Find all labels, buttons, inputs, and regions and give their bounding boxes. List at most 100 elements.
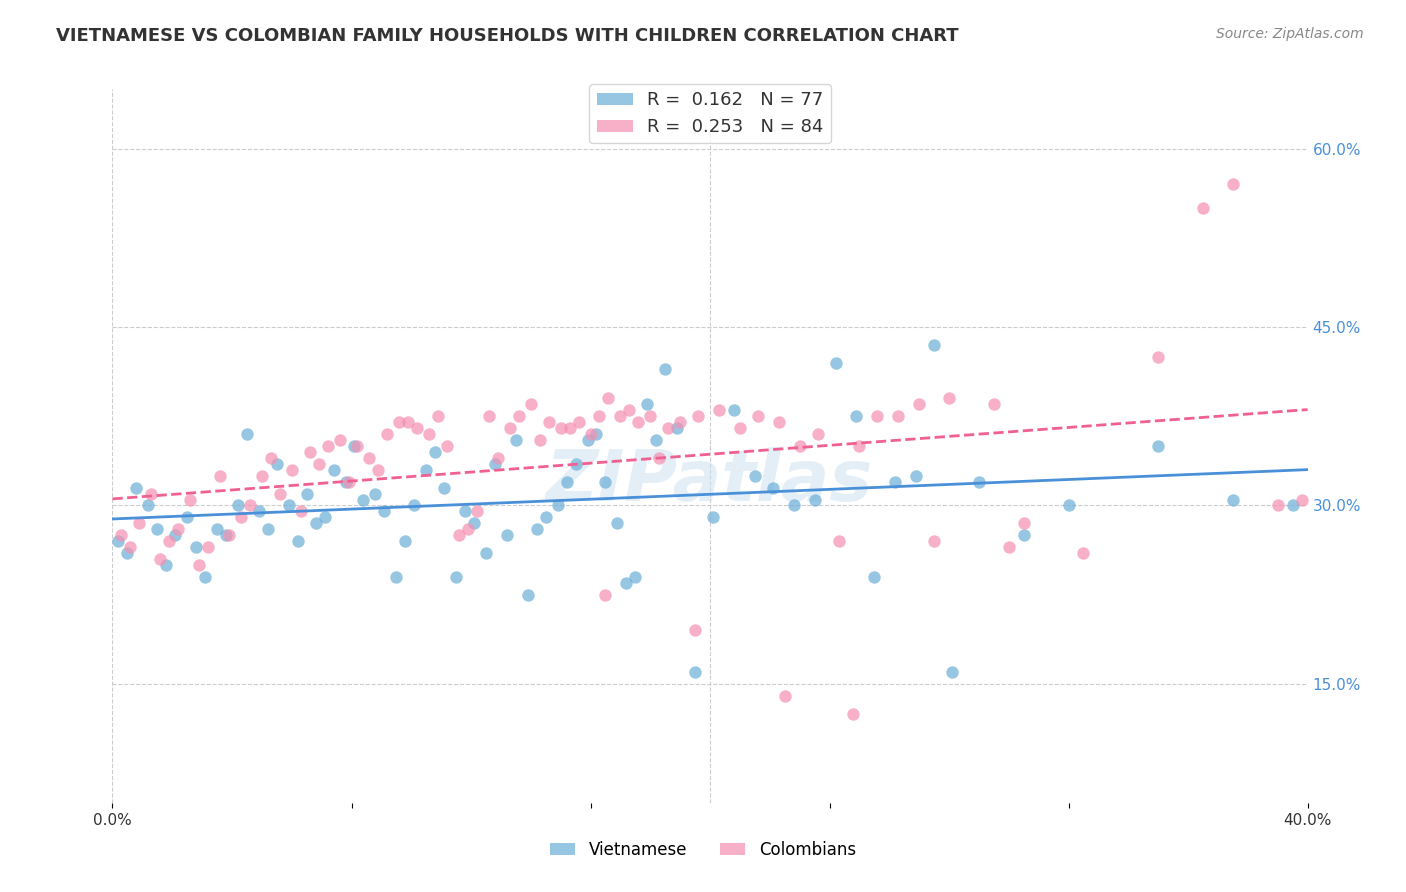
Point	[257, 522, 280, 536]
Point	[496, 528, 519, 542]
Point	[640, 409, 662, 424]
Point	[457, 522, 479, 536]
Point	[277, 499, 299, 513]
Point	[624, 570, 647, 584]
Point	[367, 463, 389, 477]
Point	[1222, 492, 1244, 507]
Point	[388, 415, 411, 429]
Point	[588, 409, 610, 424]
Point	[359, 450, 381, 465]
Point	[747, 409, 769, 424]
Point	[564, 457, 586, 471]
Legend: Vietnamese, Colombians: Vietnamese, Colombians	[544, 835, 862, 866]
Point	[1281, 499, 1303, 513]
Point	[547, 499, 569, 513]
Point	[329, 433, 352, 447]
Point	[418, 427, 440, 442]
Point	[449, 528, 471, 542]
Point	[396, 415, 419, 429]
Point	[669, 415, 692, 429]
Point	[322, 463, 344, 477]
Point	[636, 397, 658, 411]
Point	[576, 433, 599, 447]
Point	[998, 540, 1021, 554]
Point	[827, 534, 849, 549]
Point	[427, 409, 450, 424]
Point	[239, 499, 262, 513]
Point	[266, 457, 288, 471]
Point	[866, 409, 889, 424]
Point	[149, 552, 172, 566]
Point	[186, 540, 208, 554]
Point	[167, 522, 190, 536]
Point	[290, 504, 312, 518]
Point	[558, 421, 581, 435]
Point	[702, 510, 724, 524]
Point	[343, 439, 366, 453]
Point	[247, 504, 270, 518]
Point	[146, 522, 169, 536]
Point	[922, 534, 945, 549]
Point	[941, 665, 963, 679]
Point	[125, 481, 148, 495]
Point	[728, 421, 751, 435]
Point	[433, 481, 456, 495]
Point	[353, 492, 375, 507]
Point	[425, 445, 447, 459]
Point	[807, 427, 830, 442]
Point	[394, 534, 416, 549]
Point	[648, 450, 671, 465]
Point	[463, 516, 485, 531]
Point	[508, 409, 530, 424]
Text: ZIPatlas: ZIPatlas	[547, 447, 873, 516]
Point	[117, 546, 139, 560]
Point	[845, 409, 868, 424]
Point	[848, 439, 870, 453]
Point	[1222, 178, 1244, 192]
Point	[155, 558, 177, 572]
Point	[534, 510, 557, 524]
Point	[209, 468, 232, 483]
Point	[218, 528, 240, 542]
Point	[922, 338, 945, 352]
Point	[465, 504, 488, 518]
Point	[595, 475, 617, 489]
Point	[938, 392, 960, 406]
Point	[215, 528, 238, 542]
Point	[768, 415, 790, 429]
Point	[269, 486, 291, 500]
Point	[478, 409, 501, 424]
Point	[314, 510, 336, 524]
Point	[619, 403, 641, 417]
Point	[579, 427, 602, 442]
Point	[316, 439, 339, 453]
Point	[305, 516, 328, 531]
Point	[308, 457, 330, 471]
Point	[657, 421, 679, 435]
Point	[406, 421, 429, 435]
Point	[499, 421, 522, 435]
Point	[1147, 350, 1170, 364]
Point	[404, 499, 426, 513]
Point	[1057, 499, 1080, 513]
Point	[908, 397, 931, 411]
Point	[454, 504, 477, 518]
Point	[1291, 492, 1313, 507]
Point	[595, 588, 617, 602]
Point	[568, 415, 591, 429]
Point	[609, 409, 631, 424]
Point	[194, 570, 217, 584]
Point	[1192, 201, 1215, 215]
Point	[744, 468, 766, 483]
Point	[1073, 546, 1095, 560]
Point	[229, 510, 252, 524]
Point	[1012, 516, 1035, 531]
Point	[683, 624, 706, 638]
Point	[550, 421, 572, 435]
Point	[188, 558, 211, 572]
Point	[967, 475, 990, 489]
Point	[346, 439, 368, 453]
Point	[887, 409, 910, 424]
Point	[415, 463, 437, 477]
Point	[287, 534, 309, 549]
